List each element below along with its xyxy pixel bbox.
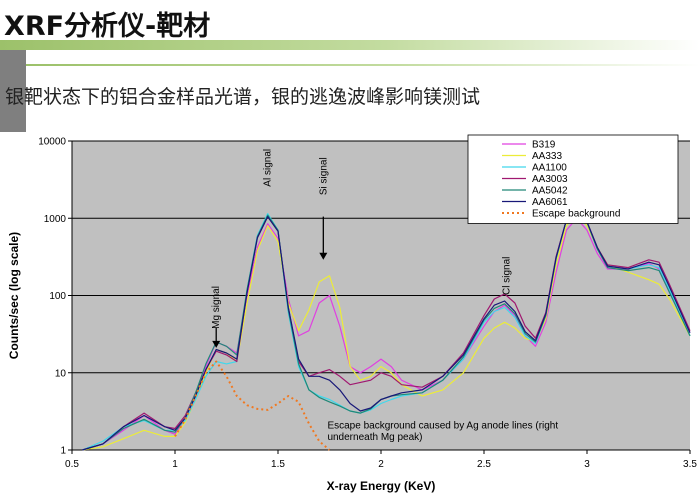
legend-box [467, 134, 679, 224]
annotation-label: Escape background caused by Ag anode lin… [327, 420, 558, 431]
spectrum-chart: 1 10 100 1000 10000 0.5 1 1.5 2 2.5 3 3.5 X-ray Ener… [7, 134, 697, 493]
series-line-escape-background [174, 360, 331, 451]
x-tick-label: 0.5 [65, 459, 79, 470]
legend-entry: AA333 [532, 151, 562, 162]
x-tick-label: 2 [378, 459, 384, 470]
side-accent-block [0, 50, 26, 132]
legend-entry: AA6061 [532, 197, 568, 208]
annotation-arrow-head [319, 252, 328, 260]
annotation-label: Al signal [263, 149, 274, 187]
legend-entry: AA1100 [532, 163, 567, 174]
y-tick-label: 100 [49, 291, 66, 302]
y-axis-label: Counts/sec (log scale) [7, 232, 21, 359]
legend-entry: Escape background [532, 209, 620, 220]
y-tick-label: 1 [60, 446, 66, 457]
slide-title: XRF分析仪-靶材 [4, 11, 211, 42]
legend-entry: AA5042 [532, 186, 568, 197]
x-tick-label: 2.5 [477, 459, 491, 470]
subtitle-accent-line [26, 64, 700, 66]
slide-subtitle: 银靶状态下的铝合金样品光谱，银的逃逸波峰影响镁测试 [5, 86, 481, 108]
y-tick-label: 10 [55, 368, 67, 379]
annotation-arrow-head [212, 340, 221, 348]
x-tick-label: 3 [584, 459, 590, 470]
x-axis-label: X-ray Energy (KeV) [327, 479, 436, 493]
y-tick-label: 10000 [38, 137, 66, 148]
x-tick-label: 3.5 [683, 459, 697, 470]
y-tick-label: 1000 [44, 214, 67, 225]
annotation-label: underneath Mg peak) [327, 432, 422, 443]
legend-entry: AA3003 [532, 174, 568, 185]
annotation-label: Cl signal [502, 257, 513, 295]
annotation-label: Si signal [318, 157, 329, 195]
x-tick-label: 1 [172, 459, 178, 470]
x-tick-label: 1.5 [271, 459, 285, 470]
annotation-label: Mg signal [211, 286, 222, 329]
legend-entry: B319 [532, 140, 556, 151]
title-underline-bar [0, 40, 700, 50]
